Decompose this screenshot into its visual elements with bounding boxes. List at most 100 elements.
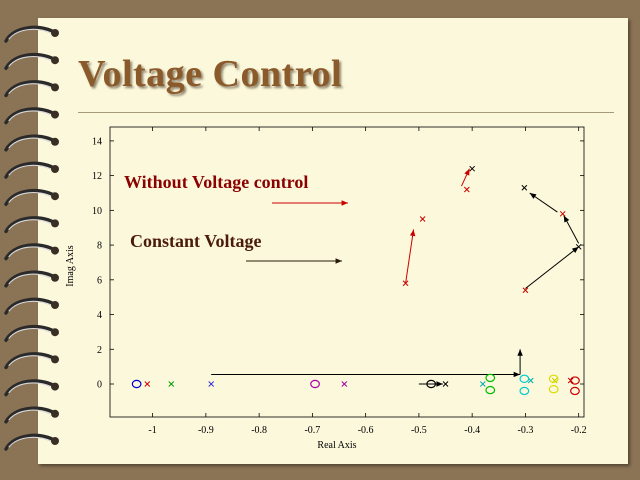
pole-marker-stroke [208,381,215,387]
spiral-hole [51,355,59,364]
pole-marker [402,280,409,287]
spiral-hole [51,192,59,201]
trajectory-arrow [405,229,415,284]
spiral-ring-highlight [8,409,51,421]
spiral-ring [4,297,56,315]
slide-title: Voltage Control [78,53,342,95]
zero-marker [519,386,530,396]
zero-marker [426,379,437,389]
pole-marker [208,381,215,387]
x-axis-label: Real Axis [317,440,356,451]
trajectory-arrow-head [513,371,521,378]
pole-marker-stroke [522,287,529,294]
y-tick-label: 8 [97,241,102,252]
x-tick-label: -0.7 [304,425,320,436]
zero-marker [548,385,559,394]
pole-marker [341,381,348,387]
spiral-hole [51,273,59,282]
y-tick-label: 6 [97,275,102,286]
spiral-ring-highlight [8,328,51,339]
spiral-ring-highlight [8,436,51,448]
spiral-hole [51,110,59,119]
spiral-hole [51,246,59,255]
plot-area [109,126,585,418]
annotation-constant-voltage: Constant Voltage [130,231,262,251]
spiral-ring [4,433,56,451]
spiral-ring-highlight [8,355,51,366]
pole-marker [479,381,486,387]
zero-marker [485,373,496,383]
x-tick-label: -1 [148,425,156,436]
axis-ticks: -1 -0.9 -0.8 -0.7 -0.6 -0.5 -0.4 -0.3 -0.2 0 2 4 6 8 1… [92,127,587,436]
spiral-ring [4,107,56,125]
spiral-ring-highlight [8,246,51,258]
spiral-ring [4,243,56,261]
spiral-ring-highlight [8,164,51,176]
y-tick-label: 10 [92,206,102,217]
pole-marker-stroke [479,381,486,387]
spiral-ring-highlight [8,192,51,203]
spiral-hole [51,29,59,37]
spiral-ring [4,406,56,424]
zero-marker [548,374,559,383]
pole-zero-marks [131,165,582,396]
pole-marker-stroke [144,381,151,387]
trajectory-arrow-head [563,215,570,223]
y-tick-label: 14 [92,136,102,147]
zero-marker [570,386,580,396]
annotation-arrows [246,200,348,264]
pole-marker-stroke [527,377,534,384]
trajectory-arrows [211,168,580,387]
spiral-hole [51,382,59,391]
x-tick-label: -0.2 [571,425,587,436]
spiral-ring-highlight [8,83,51,94]
y-tick-label: 0 [97,380,102,391]
title-divider [78,112,614,113]
spiral-ring [4,25,56,43]
pole-marker [521,184,528,191]
pole-marker-stroke [559,210,566,217]
x-tick-label: -0.8 [251,425,267,436]
spiral-ring [4,216,56,234]
spiral-hole [51,56,59,65]
spiral-ring-highlight [8,219,51,230]
spiral-ring [4,270,56,288]
pole-marker [469,165,476,172]
trajectory-arrow-head [529,192,537,199]
spiral-ring-highlight [8,273,51,285]
spiral-ring-highlight [8,382,51,394]
pole-marker [442,381,449,387]
pole-marker-stroke [402,280,409,287]
spiral-ring-highlight [8,300,51,312]
zero-marker [310,379,320,389]
zero-marker [485,385,496,395]
spiral-hole [51,328,59,337]
y-axis-label: Imag Axis [65,245,76,286]
annotation-without-voltage-control: Without Voltage control [124,172,308,192]
pole-marker [419,216,426,222]
pole-marker [463,186,470,193]
x-tick-label: -0.5 [411,425,427,436]
pole-marker-stroke [521,184,528,191]
spiral-hole [51,301,59,309]
pole-marker [144,381,151,387]
spiral-hole [51,219,59,228]
trajectory-arrow-head [464,168,470,176]
zero-marker [131,379,142,389]
trajectory-arrow-head [409,229,416,237]
spiral-ring [4,379,56,397]
x-tick-label: -0.9 [198,425,214,436]
spiral-ring [4,324,56,342]
slide-background [38,18,628,464]
pole-marker-stroke [168,381,175,387]
trajectory-arrow [525,246,579,289]
spiral-ring-highlight [8,110,51,122]
trajectory-arrow-head [517,349,523,356]
pole-marker-stroke [463,186,470,193]
x-tick-label: -0.3 [517,425,533,436]
y-tick-label: 2 [97,345,102,356]
spiral-ring [4,52,56,70]
spiral-ring [4,188,56,206]
pole-marker-stroke [419,216,426,222]
